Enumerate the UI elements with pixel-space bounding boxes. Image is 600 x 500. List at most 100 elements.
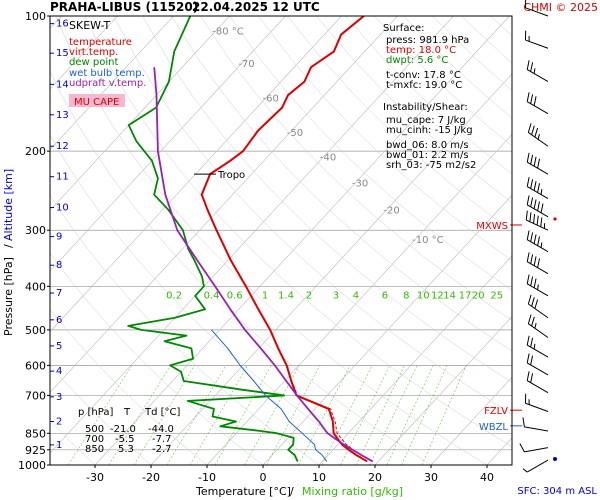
- dry-adiabat: [490, 16, 512, 36]
- mixing-ratio-label: 12: [431, 290, 444, 301]
- mixing-ratio-line: [214, 365, 272, 465]
- wind-barb-flag: [526, 60, 530, 70]
- dry-adiabat: [258, 16, 512, 261]
- wind-barb-flag: [530, 197, 534, 207]
- adiabat-label: -40: [320, 153, 336, 164]
- legend-temperature: temperature: [69, 37, 132, 48]
- wind-barb-flag: [530, 179, 534, 189]
- alt-tick-9: 9: [56, 232, 62, 243]
- mixing-ratio-line: [166, 365, 227, 465]
- adiabat-label: -70: [238, 59, 254, 70]
- sfc-label: SFC: 304 m ASL: [517, 486, 597, 497]
- isotherm: [430, 376, 512, 465]
- p-tick-300: 300: [25, 224, 46, 237]
- dry-adiabat: [200, 16, 512, 321]
- isotherm: [150, 73, 512, 465]
- legend-updraft: udpraft v.temp.: [69, 78, 146, 89]
- wind-barb-flag: [530, 62, 534, 72]
- wind-barb-half: [522, 468, 528, 473]
- isotherm: [94, 16, 510, 465]
- dry-adiabat: [55, 16, 488, 465]
- wind-barb-flag: [534, 299, 539, 309]
- table-row-500-t: -21.0: [110, 424, 136, 435]
- table-row-700-t: -5.5: [115, 434, 135, 445]
- mixing-ratio-label: 4: [353, 290, 359, 301]
- wind-barb: [526, 152, 549, 175]
- wind-barb-flag: [526, 92, 530, 102]
- mixing-ratio-label: 25: [490, 290, 503, 301]
- dry-adiabat: [50, 194, 320, 465]
- wind-barb: [522, 417, 549, 432]
- wind-barb-staff: [524, 426, 549, 432]
- wind-barb-flag: [526, 274, 530, 284]
- wind-barb-flag: [530, 94, 534, 104]
- isotherm: [50, 16, 230, 211]
- adiabat-label: -30: [352, 179, 368, 190]
- mixing-ratio-label: 0.2: [166, 290, 182, 301]
- x-tick-20: 20: [368, 471, 382, 484]
- tropopause-label: Tropo: [217, 170, 245, 181]
- mixing-ratio-label: 14: [443, 290, 456, 301]
- wind-barb: [526, 60, 549, 83]
- surface-temp: temp: 18.0 °C: [386, 45, 456, 56]
- x-tick--30: -30: [86, 471, 104, 484]
- mixing-ratio-line: [340, 365, 391, 465]
- alt-tick-8: 8: [56, 260, 62, 271]
- p-tick-600: 600: [25, 359, 46, 372]
- wind-barb-flag: [533, 156, 537, 167]
- adiabat-label: -50: [287, 128, 303, 139]
- alt-tick-10: 10: [56, 203, 69, 214]
- mixing-ratio-line: [321, 365, 373, 465]
- wind-barb-half: [534, 322, 537, 329]
- p-tick-850: 850: [25, 427, 46, 440]
- p-tick-925: 925: [25, 444, 46, 457]
- wind-barb-half: [533, 343, 536, 350]
- wind-barb: [527, 123, 549, 147]
- wind-barb-flag: [530, 373, 534, 383]
- mu-cape-label: MU CAPE: [74, 97, 119, 108]
- x-tick--20: -20: [142, 471, 160, 484]
- level-fzlv: FZLV: [484, 406, 508, 417]
- series-udpraft-v-temp-: [153, 67, 374, 463]
- wind-barb-flag: [534, 127, 539, 138]
- wind-barb-half: [537, 284, 539, 290]
- wind-barb-half: [540, 242, 543, 248]
- wind-barb-staff: [524, 447, 549, 453]
- wind-barb: [524, 393, 549, 412]
- chart-title: SKEW-T: [69, 19, 111, 32]
- wind-barb-flag: [527, 294, 532, 305]
- grid: [50, 16, 512, 465]
- wind-barb: [524, 0, 549, 17]
- isotherm: [50, 16, 454, 454]
- wind-barb-flag: [527, 123, 532, 133]
- wind-barb-staff: [526, 459, 549, 473]
- wind-barb: [519, 443, 549, 453]
- wind-barb-flag: [531, 125, 535, 135]
- level-mxws: MXWS: [476, 221, 508, 232]
- legend-dew-point: dew point: [69, 57, 118, 68]
- wind-barb-flag: [533, 256, 537, 266]
- wind-barb-flag: [526, 195, 530, 205]
- wind-barb-flag: [526, 252, 530, 262]
- alt-tick-2: 2: [56, 416, 62, 427]
- mixing-ratio-label: 8: [403, 290, 409, 301]
- table-header-t: T: [123, 407, 131, 418]
- wind-barb-flag: [533, 213, 536, 224]
- wind-barb-flag: [519, 443, 525, 453]
- surface-tconv: t-conv: 17.8 °C: [386, 70, 461, 81]
- wind-barb-flag: [526, 152, 530, 163]
- y-axis-title-altitude: Altitude [km]: [2, 169, 15, 241]
- surface-dwpt: dwpt: 5.6 °C: [386, 55, 448, 66]
- wind-barb-flag: [530, 276, 534, 286]
- table-row-500-td: -44.0: [148, 424, 174, 435]
- wind-barb-flag: [536, 215, 539, 226]
- mixing-ratio-label: 2: [306, 290, 312, 301]
- wind-barb: [526, 195, 549, 218]
- wind-barb-flag: [537, 258, 540, 268]
- isotherm: [262, 194, 512, 465]
- p-tick-1000: 1000: [18, 459, 46, 472]
- surface-info: Surface: press: 981.9 hPa temp: 18.0 °C …: [383, 23, 476, 171]
- wind-barb: [526, 274, 549, 297]
- mu-cape-value: mu_cape: 7 J/kg: [386, 115, 466, 126]
